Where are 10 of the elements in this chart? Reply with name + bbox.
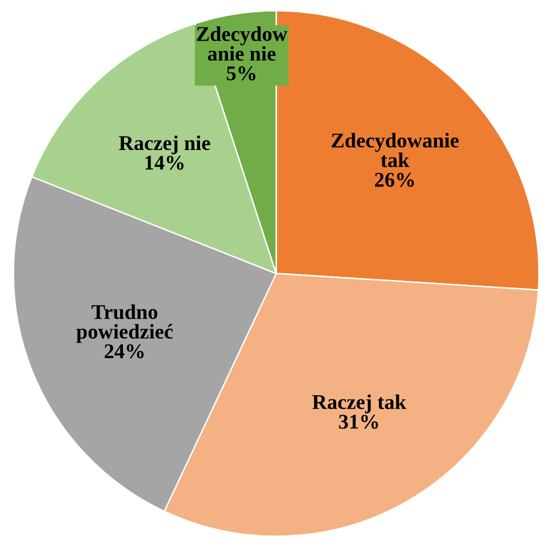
data-label: 31% <box>339 414 378 429</box>
data-label: 24% <box>104 344 144 358</box>
slice-label: Raczej tak <box>312 394 406 414</box>
data-label: 5% <box>226 66 256 80</box>
slice-label: Raczej nie <box>119 135 210 154</box>
data-label: 26% <box>374 172 414 187</box>
slice-label: Zdecydow anie nie <box>196 26 288 61</box>
data-label: 14% <box>145 156 184 170</box>
slice-label: Zdecydowanie tak <box>332 132 459 168</box>
slice-label: Trudno powiedzieć <box>76 304 173 343</box>
